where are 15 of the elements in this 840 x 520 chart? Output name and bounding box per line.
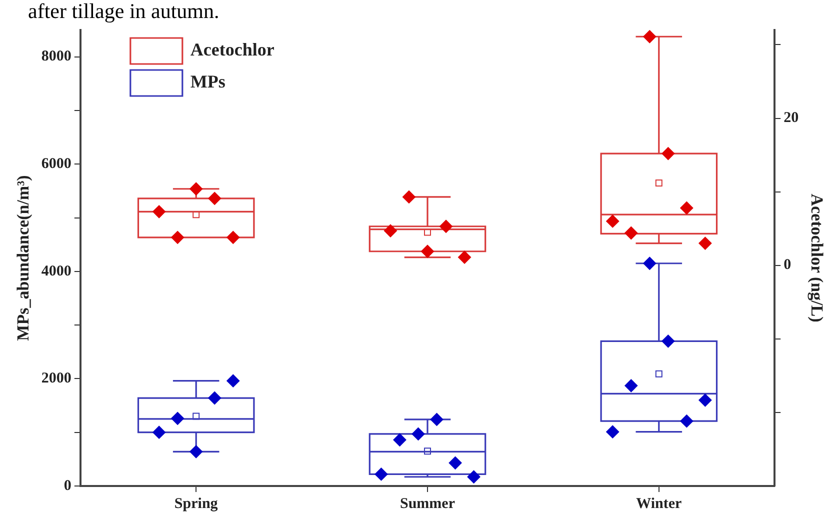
- y2-tick-label: 0: [784, 257, 792, 274]
- legend-label: MPs: [190, 72, 226, 92]
- y-axis-title: MPs_abundance(n/m³): [14, 175, 33, 341]
- x-tick-label: Summer: [400, 496, 456, 512]
- y-tick-label: 2000: [41, 370, 72, 387]
- legend-label: Acetochlor: [190, 40, 274, 60]
- y-tick-label: 4000: [41, 263, 72, 280]
- y2-tick-label: 20: [784, 110, 799, 126]
- text: after tillage in autumn.: [28, 0, 220, 24]
- y-tick-label: 6000: [41, 156, 72, 172]
- y2-axis-title: Acetochlor (ng/L): [807, 194, 826, 322]
- y-tick-label: 0: [64, 478, 72, 494]
- x-tick-label: Spring: [174, 496, 218, 512]
- x-tick-label: Winter: [636, 496, 682, 512]
- y-tick-label: 8000: [41, 48, 72, 65]
